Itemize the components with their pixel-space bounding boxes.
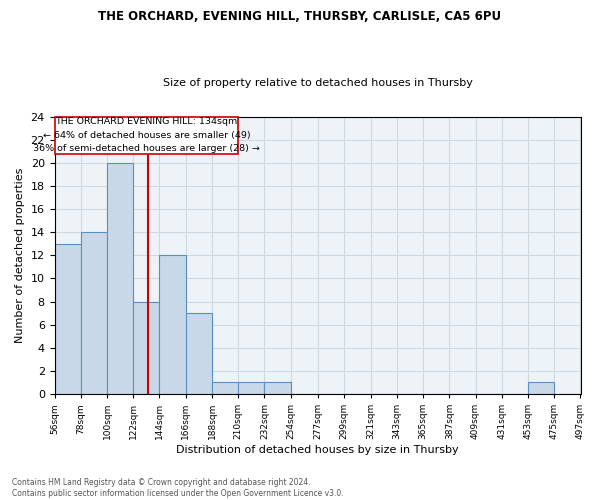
Bar bbox=[55, 244, 81, 394]
Bar bbox=[528, 382, 554, 394]
Title: Size of property relative to detached houses in Thursby: Size of property relative to detached ho… bbox=[163, 78, 472, 88]
Bar bbox=[160, 256, 186, 394]
Bar bbox=[133, 302, 160, 394]
Bar bbox=[265, 382, 290, 394]
Bar bbox=[186, 313, 212, 394]
Bar bbox=[81, 232, 107, 394]
Bar bbox=[107, 163, 133, 394]
Bar bbox=[212, 382, 238, 394]
Text: THE ORCHARD EVENING HILL: 134sqm
← 64% of detached houses are smaller (49)
36% o: THE ORCHARD EVENING HILL: 134sqm ← 64% o… bbox=[33, 116, 260, 154]
Text: Contains HM Land Registry data © Crown copyright and database right 2024.
Contai: Contains HM Land Registry data © Crown c… bbox=[12, 478, 344, 498]
X-axis label: Distribution of detached houses by size in Thursby: Distribution of detached houses by size … bbox=[176, 445, 459, 455]
Y-axis label: Number of detached properties: Number of detached properties bbox=[15, 168, 25, 343]
Bar bbox=[238, 382, 265, 394]
Text: THE ORCHARD, EVENING HILL, THURSBY, CARLISLE, CA5 6PU: THE ORCHARD, EVENING HILL, THURSBY, CARL… bbox=[98, 10, 502, 23]
FancyBboxPatch shape bbox=[55, 116, 238, 154]
